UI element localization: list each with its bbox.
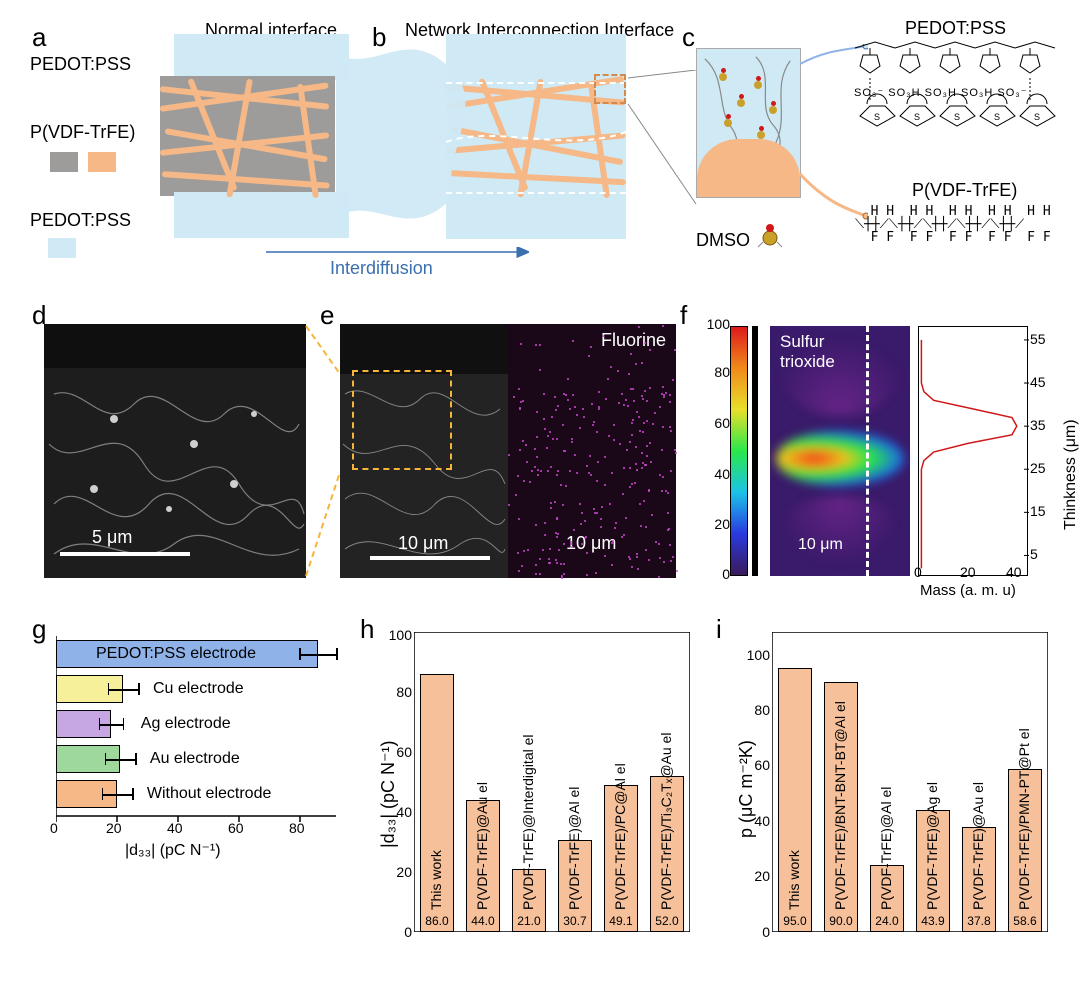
- vbar-chart-h: This work 86.0 P(VDF-TrFE)@Au el 44.0 P(VDF-…: [414, 632, 690, 932]
- layer-label-pedot-top: PEDOT:PSS: [30, 54, 131, 75]
- legend-swatch-blue: [48, 238, 76, 258]
- legend-swatch-orange: [88, 152, 116, 172]
- panel-a-label: a: [32, 22, 46, 53]
- panel-g-label: g: [32, 614, 46, 645]
- hbar-label-none: Without electrode: [147, 785, 272, 803]
- g-xlabel: |d₃₃| (pC N⁻¹): [125, 840, 221, 860]
- dashed-mid: [446, 124, 626, 154]
- pedot-bot-a: [174, 192, 349, 238]
- vbar-label-i-al: P(VDF-TrFE)@Al el: [878, 787, 894, 910]
- vbar-label-h-tw: This work: [428, 850, 444, 910]
- panel-h-label: h: [360, 614, 374, 645]
- zoom-link-de: [304, 324, 344, 578]
- zoom-inset: [696, 48, 801, 198]
- vbar-chart-i: This work 95.0 P(VDF-TrFE)/BNT-BNT-BT@Al e…: [772, 632, 1048, 932]
- vbar-label-h-pc: P(VDF-TrFE)/PC@Al el: [612, 763, 628, 910]
- zoom-source-box: [594, 74, 626, 104]
- pvdf-structure: H H H H H H H H H H ⟍┼┼⟋⟍┼┼⟋⟍┼┼⟋⟍┼┼⟋⟍┼┼⟋…: [855, 205, 1051, 244]
- lp-xlabel: Mass (a. m. u): [920, 582, 1016, 599]
- eds-fluorine: Fluorine {"n":320,"w":168,"h":254,"topSp…: [508, 324, 676, 578]
- hbar-chart-g: PEDOT:PSS electrode Cu electrode Ag electr…: [56, 636, 336, 836]
- vbar-label-h-mx: P(VDF-TrFE)/Ti₃C₂Tₓ@Au el: [658, 733, 674, 910]
- vbar-label-h-idt: P(VDF-TrFE)@Interdigital el: [520, 735, 536, 911]
- vbar-val-i-pmn: 58.6: [1008, 914, 1042, 928]
- vbar-val-h-tw: 86.0: [420, 914, 454, 928]
- pvdf-title: P(VDF-TrFE): [912, 180, 1017, 201]
- schematic-ab: [146, 34, 671, 239]
- pedot-top-a: [174, 34, 349, 80]
- colorbar: [730, 326, 748, 576]
- vbar-val-h-pc: 49.1: [604, 914, 638, 928]
- svg-text:S: S: [914, 112, 920, 122]
- vbar-val-i-bnt: 90.0: [824, 914, 858, 928]
- sem-e: 10 μm: [340, 324, 508, 578]
- hbar-label-ag: Ag electrode: [141, 715, 231, 733]
- fiber-network-a: [160, 76, 330, 196]
- vbar-val-i-au: 37.8: [962, 914, 996, 928]
- i-yticks: 0 20 40 60 80 100: [738, 628, 772, 936]
- hbar-label-pedot: PEDOT:PSS electrode: [96, 645, 256, 663]
- tof-label: Sulfur trioxide: [780, 332, 835, 372]
- zoom-guides: [624, 70, 702, 210]
- sem-e-scale: 10 μm: [398, 533, 448, 554]
- lp-yticks: 5 15 25 35 45 55: [1030, 322, 1066, 580]
- vbar-label-i-ag: P(VDF-TrFE)@Ag el: [924, 782, 940, 910]
- vbar-label-i-pmn: P(VDF-TrFE)/PMN-PT@Pt el: [1016, 728, 1032, 910]
- svg-text:S: S: [1034, 112, 1040, 122]
- lp-xticks: 0 20 40: [914, 564, 1034, 582]
- hbar-label-cu: Cu electrode: [153, 680, 244, 698]
- vbar-label-i-bnt: P(VDF-TrFE)/BNT-BNT-BT@Al el: [832, 701, 848, 910]
- lineplot-f: [918, 326, 1028, 576]
- layer-label-pedot-bot: PEDOT:PSS: [30, 210, 131, 231]
- panel-f-label: f: [680, 300, 687, 331]
- panel-i-label: i: [716, 614, 722, 645]
- interdiffusion-label: Interdiffusion: [330, 258, 433, 279]
- tof-map: Sulfur trioxide 10 μm: [770, 326, 910, 576]
- svg-text:S: S: [874, 112, 880, 122]
- layer-label-pvdf: P(VDF-TrFE): [30, 122, 135, 143]
- vbar-val-h-idt: 21.0: [512, 914, 546, 928]
- colorbar-ticks: 0 20 40 60 80 100: [696, 320, 730, 578]
- vbar-label-h-au: P(VDF-TrFE)@Au el: [474, 782, 490, 910]
- sem-d: 5 μm: [44, 324, 306, 578]
- pedotpss-so3-row: SO₃⁻ SO₃H SO₃H SO₃H SO₃⁻: [854, 86, 1028, 99]
- eds-element-label: Fluorine: [601, 330, 666, 351]
- h-yticks: 0 20 40 60 80 100: [380, 628, 414, 936]
- dmso-icon: [756, 222, 784, 250]
- zoom-target-box: [352, 370, 452, 470]
- dashed-bot: [446, 192, 626, 194]
- vbar-val-i-al: 24.0: [870, 914, 904, 928]
- dmso-label: DMSO: [696, 230, 750, 251]
- vbar-label-i-au: P(VDF-TrFE)@Au el: [970, 782, 986, 910]
- vbar-val-i-ag: 43.9: [916, 914, 950, 928]
- vbar-val-i-tw: 95.0: [778, 914, 812, 928]
- hbar-label-au: Au electrode: [150, 750, 240, 768]
- eds-scale: 10 μm: [566, 533, 616, 554]
- pedotpss-title: PEDOT:PSS: [905, 18, 1006, 39]
- vbar-val-h-al: 30.7: [558, 914, 592, 928]
- vbar-label-h-al: P(VDF-TrFE)@Al el: [566, 787, 582, 910]
- vbar-val-h-mx: 52.0: [650, 914, 684, 928]
- svg-text:S: S: [954, 112, 960, 122]
- panel-c-label: c: [682, 22, 695, 53]
- legend-swatch-grey: [50, 152, 78, 172]
- vbar-val-h-au: 44.0: [466, 914, 500, 928]
- vbar-label-i-tw: This work: [786, 850, 802, 910]
- colorbar-border: [752, 326, 758, 576]
- sem-d-scale: 5 μm: [92, 527, 132, 548]
- tof-scale: 10 μm: [798, 536, 843, 554]
- svg-text:S: S: [994, 112, 1000, 122]
